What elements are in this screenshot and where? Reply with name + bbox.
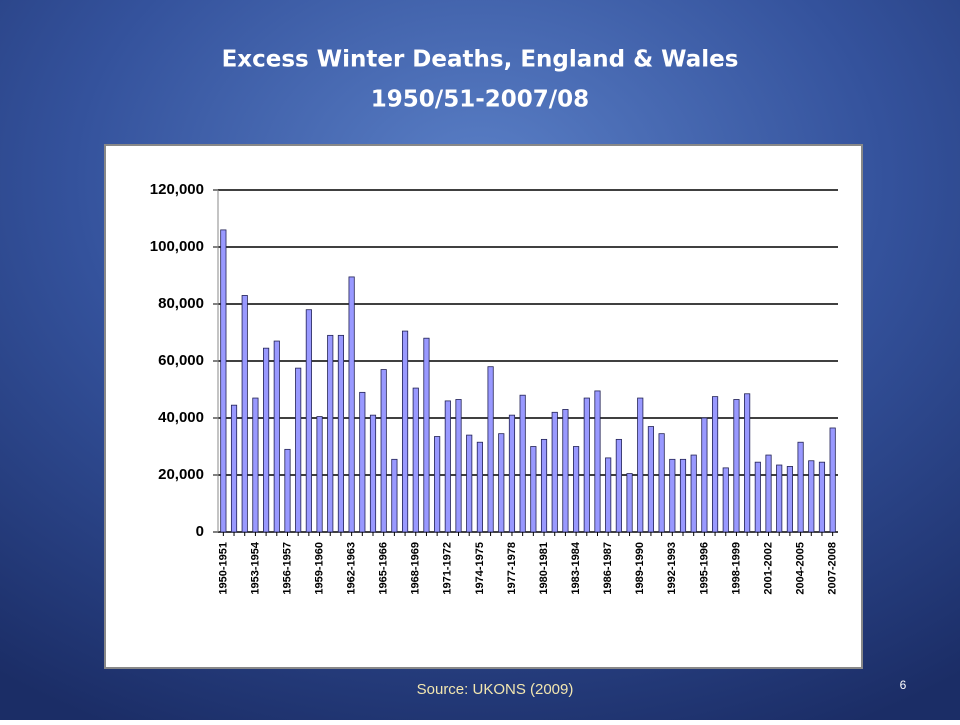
bar [744, 393, 751, 533]
bar [594, 390, 601, 533]
bar [690, 454, 697, 533]
x-tick-label: 1998-1999 [730, 542, 742, 595]
x-tick-label: 1953-1954 [249, 541, 261, 594]
bar [754, 461, 761, 533]
bar [573, 446, 580, 533]
x-tick-label: 1992-1993 [666, 542, 678, 595]
bar [295, 367, 302, 533]
bar [423, 337, 430, 533]
bar [583, 397, 590, 533]
bar [412, 387, 419, 533]
y-tick-label: 100,000 [150, 238, 204, 255]
bar [316, 416, 323, 533]
x-tick-label: 1995-1996 [698, 542, 710, 595]
bar [359, 391, 366, 533]
bar [637, 397, 644, 533]
x-tick-label: 1980-1981 [538, 542, 550, 595]
bar [284, 448, 291, 533]
bar [647, 426, 655, 533]
x-tick-label: 1956-1957 [281, 542, 293, 595]
bar [348, 276, 355, 533]
y-tick-label: 80,000 [158, 295, 204, 312]
bar [230, 404, 238, 533]
bar [455, 399, 462, 533]
x-tick-label: 1965-1966 [378, 542, 390, 595]
y-tick-label: 120,000 [150, 181, 204, 198]
bar [519, 394, 526, 533]
bar [391, 458, 398, 533]
x-tick-label: 1974-1975 [474, 542, 486, 595]
y-tick-label: 40,000 [158, 409, 204, 426]
bar [797, 441, 804, 533]
chart-subtitle: 1950/51-2007/08 [371, 87, 589, 113]
bar [829, 427, 836, 533]
bar [263, 347, 270, 533]
bar [401, 330, 409, 533]
source: Source: UKONS (2009) [417, 681, 574, 698]
bar [305, 309, 312, 533]
bar [765, 454, 772, 533]
bar [327, 334, 334, 533]
bar [733, 399, 740, 533]
bar [818, 461, 826, 533]
bar [466, 434, 473, 533]
bar [776, 464, 783, 533]
x-tick-label: 1989-1990 [634, 542, 646, 595]
bar [658, 433, 665, 533]
bar [808, 460, 815, 533]
bar [786, 466, 793, 533]
y-tick-label: 60,000 [158, 352, 204, 369]
y-tick-label: 0 [196, 523, 204, 540]
bar [605, 457, 612, 533]
bar [679, 458, 687, 533]
x-tick-label: 2007-2008 [827, 542, 839, 595]
bar [434, 436, 441, 533]
bar [241, 295, 248, 533]
x-tick-label: 1983-1984 [570, 541, 582, 594]
bar [530, 446, 537, 533]
x-tick-label: 1986-1987 [602, 542, 614, 595]
page-number: 6 [900, 678, 907, 692]
bar [487, 366, 494, 533]
x-tick-label: 2001-2002 [762, 542, 774, 595]
bar [562, 409, 569, 533]
y-tick-label: 20,000 [158, 466, 204, 483]
x-tick-label: 2004-2005 [794, 542, 806, 595]
x-tick-label: 1968-1969 [410, 542, 422, 595]
bar [615, 438, 622, 533]
bar [337, 334, 345, 533]
bar [252, 397, 259, 533]
bar [722, 467, 729, 533]
x-tick-label: 1971-1972 [442, 542, 454, 595]
bar [508, 414, 516, 533]
bar [273, 340, 280, 533]
bar [551, 411, 558, 533]
x-tick-label: 1950-1951 [217, 542, 229, 595]
bar [380, 369, 387, 533]
bar [626, 473, 633, 533]
x-tick-label: 1959-1960 [313, 542, 325, 595]
bar [444, 400, 451, 533]
bar [540, 438, 548, 533]
bar [701, 417, 708, 533]
bar [711, 396, 719, 533]
bar [476, 441, 483, 533]
bar [369, 414, 377, 533]
bar [220, 229, 227, 533]
chart-title: Excess Winter Deaths, England & Wales [222, 47, 739, 73]
bar [669, 458, 676, 533]
bar [498, 433, 505, 533]
x-tick-label: 1962-1963 [346, 542, 358, 595]
x-tick-label: 1977-1978 [506, 542, 518, 595]
